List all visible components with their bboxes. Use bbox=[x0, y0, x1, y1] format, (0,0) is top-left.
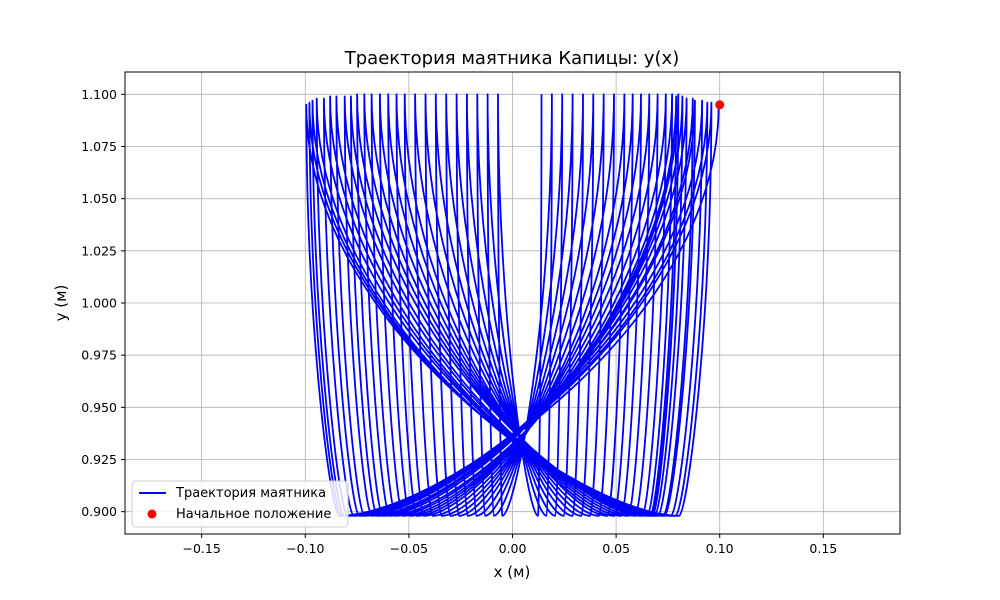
legend-box bbox=[131, 480, 349, 528]
x-tick-label: −0.05 bbox=[390, 541, 428, 556]
trajectory-line bbox=[305, 93, 720, 517]
y-tick-label: 0.975 bbox=[81, 348, 117, 363]
y-tick-label: 1.050 bbox=[81, 191, 117, 206]
legend-label-trajectory: Траектория маятника bbox=[175, 486, 326, 501]
legend-label-start: Начальное положение bbox=[176, 507, 331, 522]
y-tick-label: 1.075 bbox=[81, 139, 117, 154]
y-tick-label: 1.025 bbox=[81, 243, 117, 258]
start-position-marker bbox=[715, 100, 725, 110]
x-tick-label: −0.15 bbox=[183, 541, 221, 556]
x-tick-label: 0.05 bbox=[602, 541, 630, 556]
y-axis-label: y (м) bbox=[52, 285, 70, 322]
y-tick-label: 0.900 bbox=[81, 504, 117, 519]
x-tick-label: 0.10 bbox=[706, 541, 734, 556]
chart-title: Траектория маятника Капицы: y(x) bbox=[344, 48, 679, 69]
legend: Траектория маятника Начальное положение bbox=[131, 480, 349, 528]
markers bbox=[715, 100, 725, 110]
x-tick-label: 0.00 bbox=[499, 541, 527, 556]
legend-marker-swatch bbox=[147, 509, 157, 519]
x-tick-label: 0.15 bbox=[809, 541, 837, 556]
y-tick-label: 1.100 bbox=[81, 87, 117, 102]
x-axis: −0.15 −0.10 −0.05 0.00 0.05 0.10 0.15 bbox=[183, 534, 837, 556]
x-tick-label: −0.10 bbox=[286, 541, 324, 556]
y-tick-label: 0.950 bbox=[81, 400, 117, 415]
y-tick-label: 0.925 bbox=[81, 452, 117, 467]
y-tick-label: 1.000 bbox=[81, 296, 117, 311]
y-axis: 0.900 0.925 0.950 0.975 1.000 1.025 1.050 1.075… bbox=[81, 87, 125, 519]
x-axis-label: x (м) bbox=[494, 563, 531, 581]
plot-area bbox=[305, 93, 720, 517]
